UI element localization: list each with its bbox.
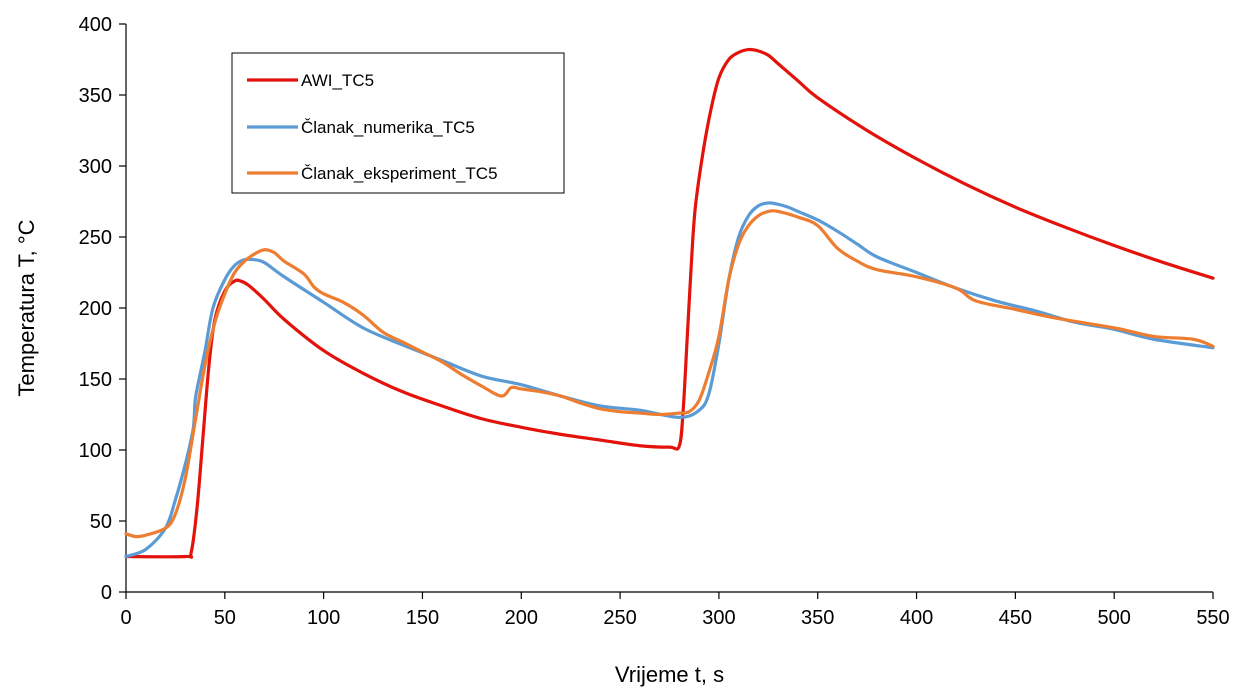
y-tick-label: 400 <box>79 14 112 36</box>
x-tick-label: 550 <box>1196 607 1229 629</box>
x-tick-label: 150 <box>406 607 439 629</box>
x-tick-label: 400 <box>900 607 933 629</box>
x-tick-label: 50 <box>214 607 236 629</box>
x-tick-label: 100 <box>307 607 340 629</box>
y-tick-label: 0 <box>101 582 112 604</box>
series-line-clanak-eksperiment-tc5 <box>124 209 1215 539</box>
x-axis-title: Vrijeme t, s <box>615 662 724 687</box>
legend-label-clanak-eksperiment-tc5: Članak_eksperiment_TC5 <box>301 164 498 183</box>
legend-label-awi-tc5: AWI_TC5 <box>301 71 374 90</box>
y-tick-label: 300 <box>79 156 112 178</box>
x-tick-label: 450 <box>999 607 1032 629</box>
x-tick-label: 500 <box>1097 607 1130 629</box>
x-tick-label: 350 <box>801 607 834 629</box>
y-tick-label: 350 <box>79 85 112 107</box>
axes <box>119 23 1214 599</box>
legend-label-clanak-numerika-tc5: Članak_numerika_TC5 <box>301 118 475 137</box>
y-tick-label: 200 <box>79 298 112 320</box>
tick-labels: 0 50 100 150 200 250 300 350 400 0 50 100 150 200 250 3… <box>79 14 1230 629</box>
x-tick-label: 250 <box>603 607 636 629</box>
y-tick-label: 100 <box>79 440 112 462</box>
legend: AWI_TC5 Članak_numerika_TC5 Članak_ekspe… <box>231 52 565 194</box>
y-tick-label: 150 <box>79 369 112 391</box>
x-tick-label: 200 <box>505 607 538 629</box>
y-axis-title: Temperatura T, °C <box>14 219 39 396</box>
series-line-clanak-numerika-tc5 <box>124 201 1215 559</box>
series-lines <box>124 47 1215 559</box>
y-tick-label: 50 <box>90 511 112 533</box>
legend-box <box>231 52 565 194</box>
y-tick-label: 250 <box>79 227 112 249</box>
x-tick-label: 0 <box>120 607 131 629</box>
x-tick-label: 300 <box>702 607 735 629</box>
